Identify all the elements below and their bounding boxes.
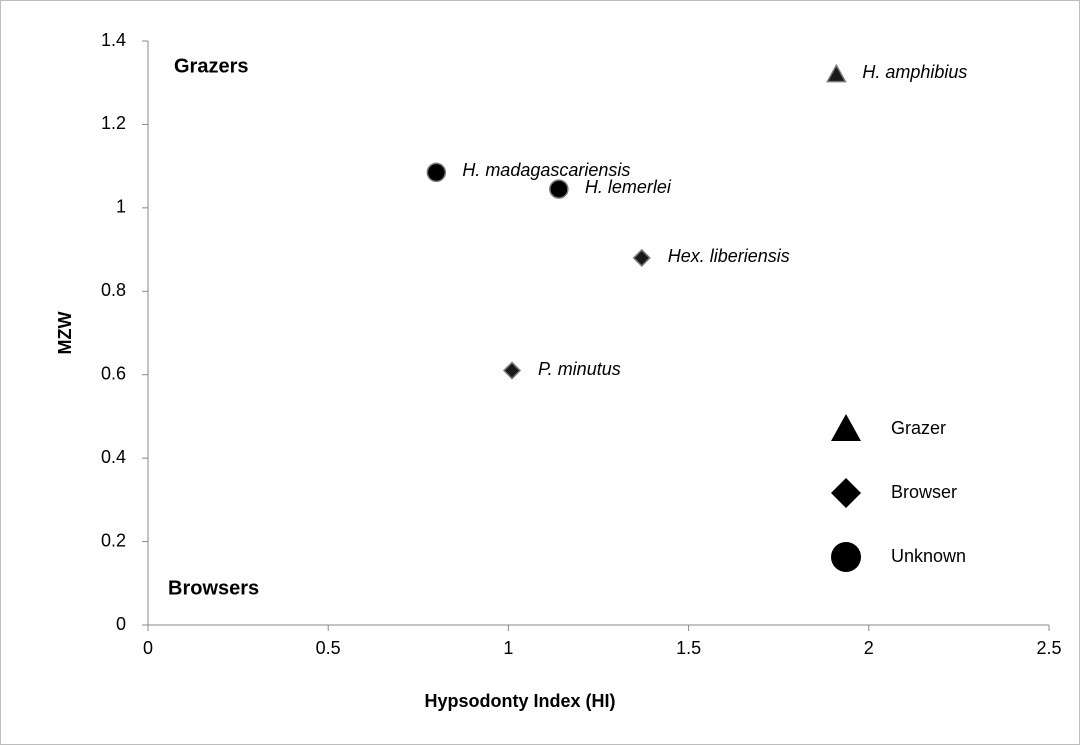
point-label-wrap: H. madagascariensis bbox=[462, 82, 637, 185]
y-tick-label: 0.8 bbox=[101, 280, 126, 300]
y-tick-label: 0.2 bbox=[101, 530, 126, 550]
point-label: H. amphibius bbox=[862, 62, 968, 83]
data-point bbox=[826, 63, 847, 83]
legend-marker bbox=[831, 542, 861, 572]
x-tick-label: 0 bbox=[143, 638, 153, 658]
data-point bbox=[632, 248, 651, 267]
point-label-box: Hex. liberiensis bbox=[668, 168, 843, 271]
annotation: Browsers bbox=[168, 577, 259, 599]
point-label-box: H. amphibius bbox=[862, 0, 1037, 87]
point-label-wrap: P. minutus bbox=[538, 281, 713, 384]
legend-label: Unknown bbox=[891, 546, 966, 566]
x-tick-label: 0.5 bbox=[316, 638, 341, 658]
x-tick-label: 2 bbox=[864, 638, 874, 658]
y-tick-label: 1 bbox=[116, 197, 126, 217]
point-label-box: P. minutus bbox=[538, 281, 713, 384]
point-label-box: H. madagascariensis bbox=[462, 82, 637, 185]
point-label: P. minutus bbox=[538, 358, 621, 379]
y-tick-label: 0.6 bbox=[101, 363, 126, 383]
y-tick-label: 1.2 bbox=[101, 113, 126, 133]
y-axis-title: MZW bbox=[55, 312, 75, 355]
x-tick-label: 1 bbox=[503, 638, 513, 658]
x-tick-label: 2.5 bbox=[1036, 638, 1061, 658]
point-label-wrap: H. amphibius bbox=[862, 0, 1037, 87]
legend-label: Browser bbox=[891, 482, 957, 502]
x-tick-label: 1.5 bbox=[676, 638, 701, 658]
x-axis-title: Hypsodonty Index (HI) bbox=[424, 691, 615, 711]
point-label: H. lemerlei bbox=[584, 177, 671, 198]
point-label: Hex. liberiensis bbox=[667, 245, 790, 266]
data-point bbox=[502, 361, 522, 380]
point-label-wrap: H. lemerlei bbox=[585, 99, 760, 202]
y-tick-label: 0 bbox=[116, 614, 126, 634]
legend-marker bbox=[831, 414, 861, 441]
point-label-wrap: Hex. liberiensis bbox=[668, 168, 843, 271]
y-tick-label: 0.4 bbox=[101, 447, 126, 467]
point-label: H. madagascariensis bbox=[462, 160, 631, 181]
y-tick-label: 1.4 bbox=[101, 30, 126, 50]
data-point bbox=[549, 179, 569, 199]
legend-label: Grazer bbox=[891, 418, 946, 438]
data-point bbox=[426, 162, 447, 183]
legend-marker bbox=[831, 478, 861, 508]
point-label-box: H. lemerlei bbox=[585, 99, 760, 202]
annotation: Grazers bbox=[174, 55, 249, 77]
